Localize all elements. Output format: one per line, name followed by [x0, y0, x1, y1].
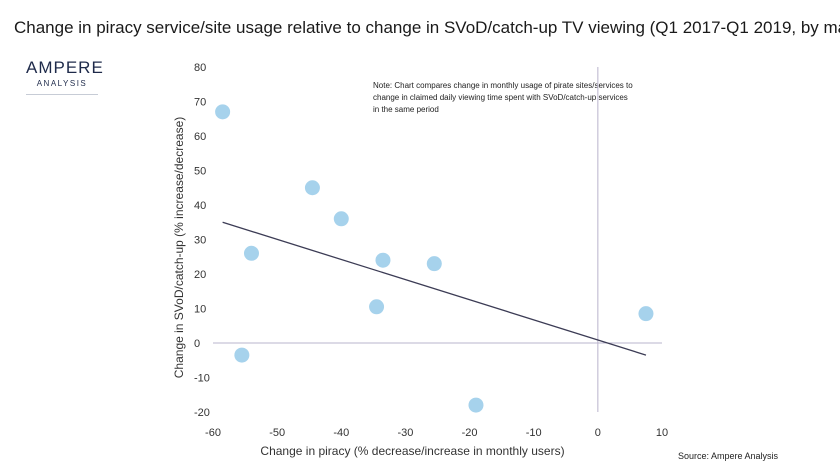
- y-tick-label: 10: [194, 304, 206, 316]
- chart-title: Change in piracy service/site usage rela…: [14, 18, 840, 37]
- chart-note: Note: Chart compares change in monthly u…: [373, 81, 633, 114]
- x-tick-label: -60: [205, 427, 221, 439]
- data-point: [375, 252, 391, 268]
- y-tick-label: 0: [194, 338, 200, 350]
- y-tick-label: 70: [194, 97, 206, 109]
- x-tick-label: 0: [595, 427, 601, 439]
- y-tick-label: -20: [194, 407, 210, 419]
- data-point: [426, 256, 442, 272]
- logo-divider: [26, 94, 98, 95]
- data-point: [468, 397, 484, 413]
- axes-layer: [213, 67, 662, 412]
- tick-labels-layer: -60 -50 -40 -30 -20 -10 0 10 -20 -10 0 10 20 30 40 50 60…: [194, 62, 668, 439]
- source-label: Source: Ampere Analysis: [678, 451, 779, 461]
- x-tick-label: -20: [462, 427, 478, 439]
- data-point: [215, 104, 231, 120]
- data-point: [333, 211, 349, 227]
- data-point: [243, 245, 259, 261]
- trendline: [222, 221, 647, 356]
- y-tick-label: 80: [194, 62, 206, 74]
- y-tick-label: 40: [194, 200, 206, 212]
- x-tick-label: 10: [656, 427, 668, 439]
- x-tick-label: -50: [269, 427, 285, 439]
- y-tick-label: 20: [194, 269, 206, 281]
- trendline-layer: [222, 221, 647, 356]
- y-tick-label: 30: [194, 235, 206, 247]
- data-point: [304, 180, 320, 196]
- ampere-analysis-logo: AMPERE ANALYSIS: [26, 58, 104, 95]
- x-axis-title: Change in piracy (% decrease/increase in…: [260, 444, 564, 458]
- x-tick-label: -40: [333, 427, 349, 439]
- y-tick-label: 60: [194, 131, 206, 143]
- y-tick-label: 50: [194, 166, 206, 178]
- x-tick-label: -10: [526, 427, 542, 439]
- y-axis-title: Change in SVoD/catch-up (% increase/decr…: [172, 117, 186, 378]
- logo-subtitle: ANALYSIS: [36, 79, 88, 88]
- x-tick-label: -30: [397, 427, 413, 439]
- data-point: [369, 299, 385, 315]
- logo-wordmark: AMPERE: [26, 58, 104, 77]
- y-tick-label: -10: [194, 373, 210, 385]
- data-point: [638, 306, 654, 322]
- points-layer: [215, 104, 654, 413]
- data-point: [234, 347, 250, 363]
